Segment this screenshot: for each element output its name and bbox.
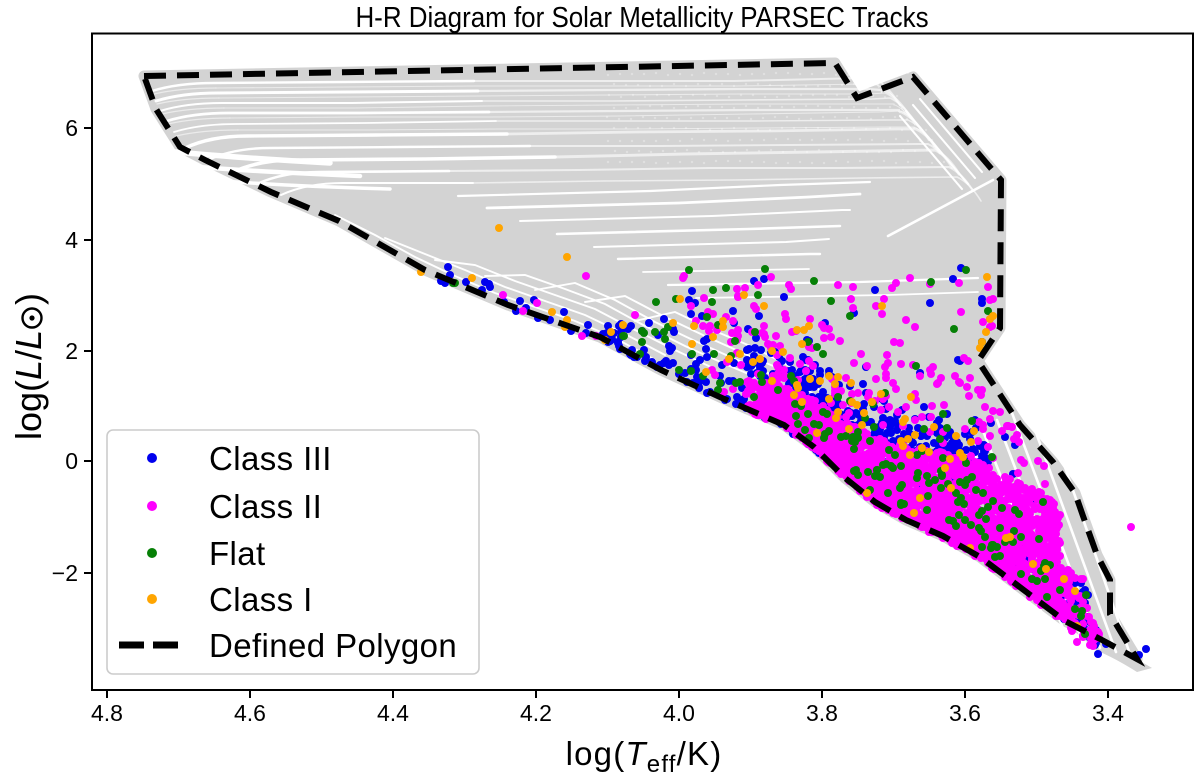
svg-text:3.6: 3.6	[949, 700, 981, 726]
svg-text:Class I: Class I	[209, 581, 313, 618]
svg-text:): )	[8, 293, 49, 305]
svg-text:log(Teff/K): log(Teff/K)	[566, 735, 723, 774]
svg-text:4.6: 4.6	[234, 700, 266, 726]
svg-text:Defined Polygon: Defined Polygon	[209, 627, 457, 664]
svg-text:6: 6	[65, 115, 78, 141]
svg-text:Class II: Class II	[209, 488, 322, 525]
svg-text:4.4: 4.4	[377, 700, 409, 726]
svg-text:log(L/L: log(L/L	[8, 330, 49, 440]
svg-text:3.4: 3.4	[1092, 700, 1124, 726]
svg-text:2: 2	[65, 338, 78, 364]
svg-text:4.2: 4.2	[520, 700, 552, 726]
svg-text:Class III: Class III	[209, 440, 332, 477]
svg-text:4: 4	[65, 227, 78, 253]
svg-text:0: 0	[65, 448, 78, 474]
svg-text:H-R Diagram for Solar Metallic: H-R Diagram for Solar Metallicity PARSEC…	[355, 1, 928, 34]
svg-text:4.0: 4.0	[663, 700, 695, 726]
svg-text:Flat: Flat	[209, 535, 266, 572]
svg-text:−2: −2	[52, 560, 78, 586]
svg-text:3.8: 3.8	[806, 700, 838, 726]
svg-text:4.8: 4.8	[91, 700, 123, 726]
